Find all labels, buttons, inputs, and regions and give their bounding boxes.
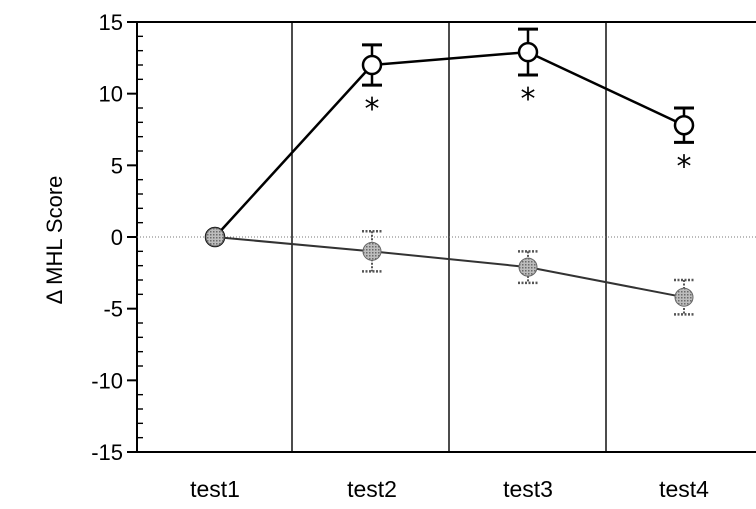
y-tick-label: -5: [103, 297, 123, 322]
data-point: [517, 41, 539, 63]
significance-marker: *: [521, 82, 536, 117]
series-1: * * *: [204, 27, 695, 248]
series-line: [214, 236, 685, 299]
data-point: [362, 241, 382, 261]
y-tick-label: 5: [111, 153, 123, 178]
y-tick-label: 10: [99, 82, 123, 107]
x-tick-label: test1: [190, 476, 240, 502]
y-tick-label: 15: [99, 10, 123, 35]
series-2: [205, 227, 694, 316]
x-axis-labels: test1 test2 test3 test4: [190, 476, 709, 502]
y-tick-label: -10: [91, 368, 123, 393]
data-point: [361, 54, 383, 76]
plot-frame: [136, 21, 756, 453]
series-line: [214, 50, 685, 238]
data-point: [205, 227, 225, 247]
significance-marker: *: [677, 149, 692, 184]
y-tick-label: -15: [91, 440, 123, 465]
y-axis-title: Δ MHL Score: [42, 176, 67, 305]
data-point: [518, 257, 538, 277]
series-layer: * * *: [204, 27, 695, 316]
y-axis: 15 10 5 0 -5 -10 -15: [91, 10, 143, 465]
x-tick-label: test3: [503, 476, 553, 502]
significance-marker: *: [365, 92, 380, 127]
data-point: [673, 114, 695, 136]
x-tick-label: test4: [659, 476, 709, 502]
x-tick-label: test2: [347, 476, 397, 502]
data-point: [674, 287, 694, 307]
y-tick-label: 0: [111, 225, 123, 250]
